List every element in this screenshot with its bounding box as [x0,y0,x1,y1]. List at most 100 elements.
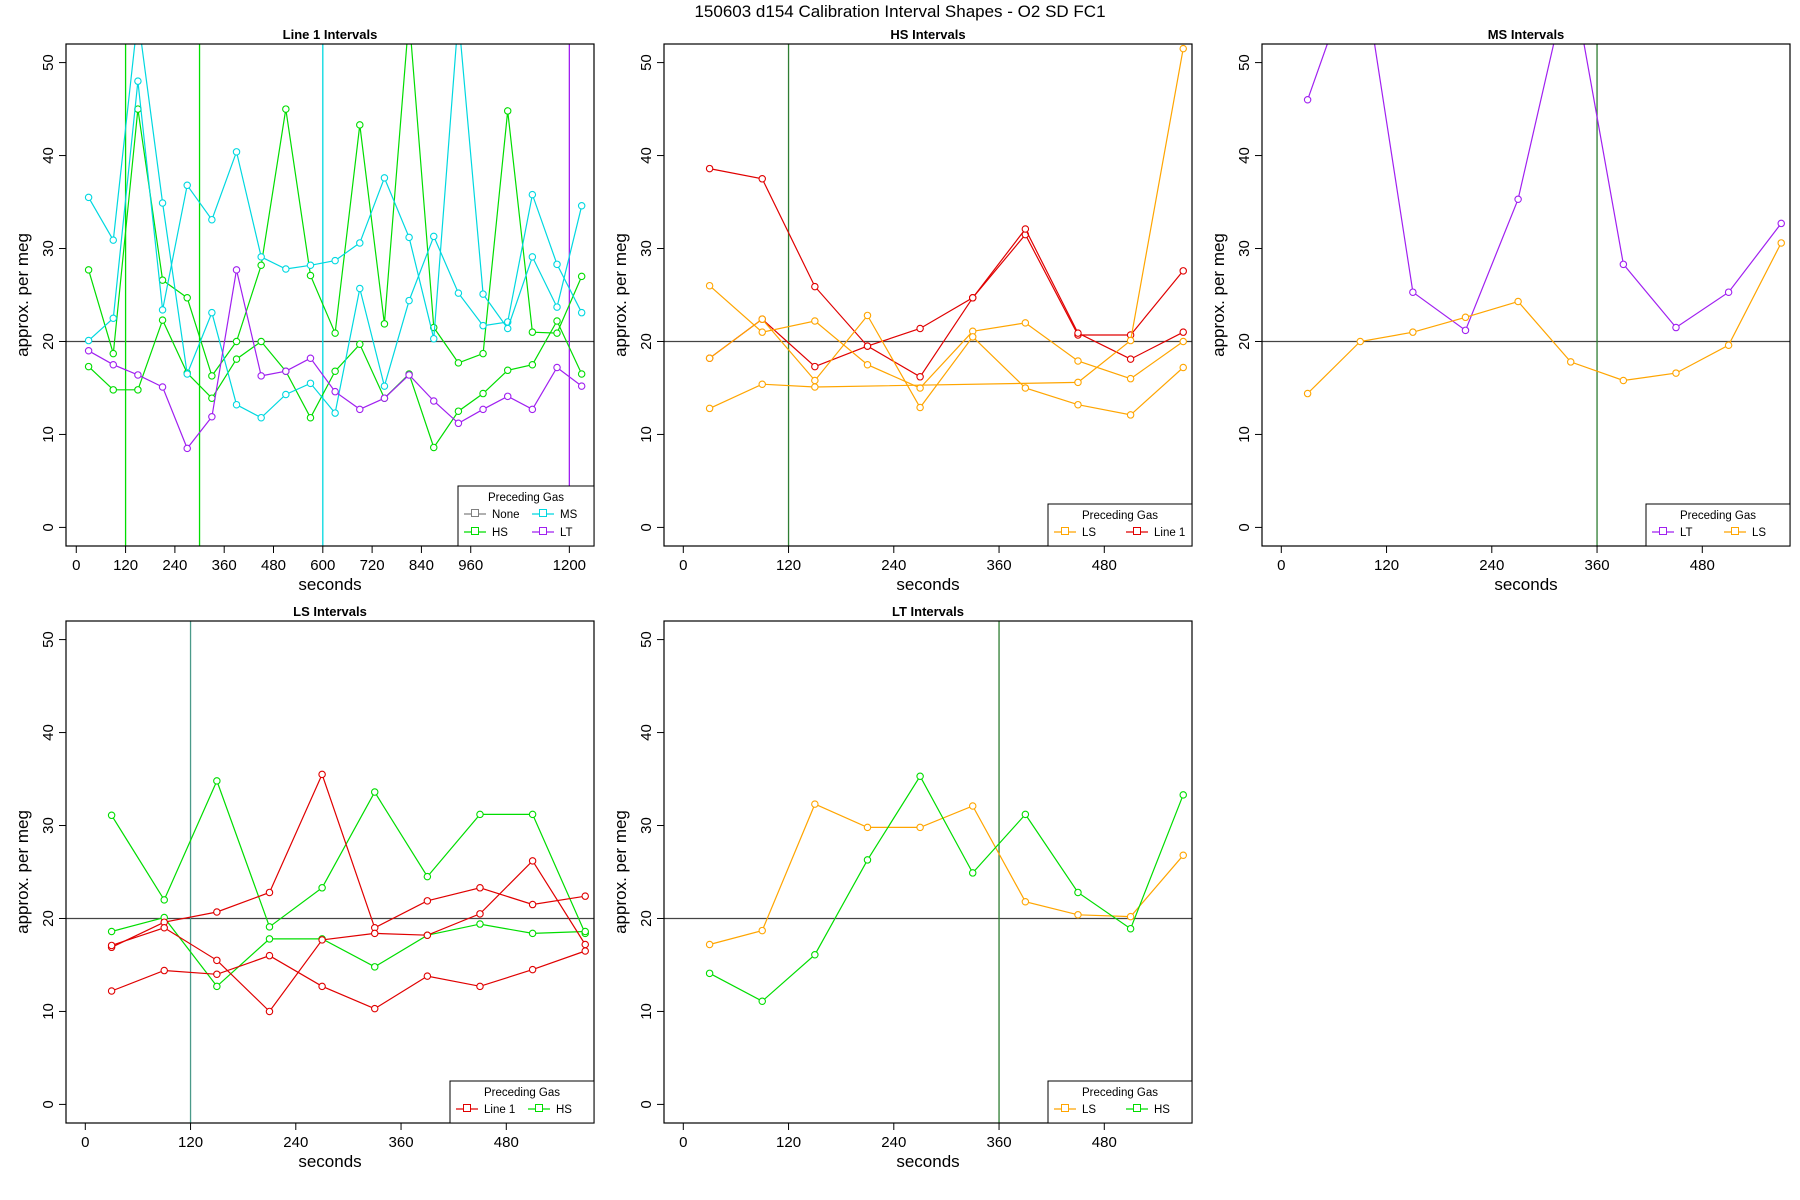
data-point [1409,288,1417,296]
series-line [88,44,583,342]
legend-box [1047,503,1193,547]
data-point [158,199,167,207]
data-point [183,444,191,453]
legend-box [457,485,595,547]
series-line [1307,242,1782,394]
panel-title: LS Intervals [293,604,367,619]
legend-entry-label: HS [556,1104,572,1116]
data-point [405,296,413,305]
x-tick-label: 0 [679,1134,687,1151]
legend-box [1047,1080,1193,1124]
series-lt [84,266,586,453]
x-tick-label: 480 [1092,1134,1117,1151]
y-tick-label: 0 [638,523,655,531]
series-line [709,314,1184,416]
x-tick-label: 240 [162,557,187,574]
x-axis-label: seconds [896,1152,959,1171]
plot-area [664,44,1192,546]
x-tick-label: 360 [987,1134,1012,1151]
x-tick-label: 720 [360,557,385,574]
data-point [208,413,216,421]
y-tick-label: 20 [40,910,57,927]
data-point [705,164,714,173]
data-point [1724,288,1733,296]
data-point [84,336,93,345]
data-point [430,397,438,405]
data-point [282,265,290,273]
data-point [479,349,487,358]
y-tick-label: 50 [40,631,57,648]
y-tick-label: 30 [638,240,655,257]
data-point [916,324,924,333]
plot-area [1262,44,1790,546]
data-point [158,316,167,324]
legend-swatch-marker [1133,1104,1141,1112]
y-tick-label: 20 [1236,333,1253,350]
series-line [111,772,586,948]
data-point [109,386,118,394]
panel-title: HS Intervals [890,27,965,42]
legend-swatch-marker [463,1104,471,1112]
data-point [454,407,463,415]
data-point [581,892,589,900]
data-point [553,317,561,325]
legend-entry-label: LS [1082,1104,1096,1116]
data-point [863,823,872,832]
data-point [213,908,221,916]
data-point [306,261,315,270]
data-point [1303,389,1312,398]
data-point [406,13,412,19]
series-hs [84,316,586,452]
data-point [1179,851,1187,860]
y-axis-label: approx. per meg [611,810,630,934]
plot-frame [65,620,595,1124]
data-point [1126,924,1135,933]
data-point [423,897,432,905]
data-point [306,413,315,422]
x-tick-label: 360 [1585,557,1610,574]
x-tick-label: 240 [881,1134,906,1151]
y-tick-label: 40 [1236,147,1253,164]
legend-swatch-marker [539,527,547,535]
plot-frame [663,43,1193,547]
data-point [476,920,484,928]
legend-entry-label: Line 1 [484,1104,515,1116]
data-point [1179,363,1187,372]
data-point [1777,219,1785,228]
y-tick-label: 40 [638,147,655,164]
data-point [318,884,326,892]
data-point [811,282,819,291]
series-line [111,779,586,934]
data-point [370,929,379,938]
data-point [331,409,339,417]
data-point [306,354,315,362]
data-point [553,329,561,337]
data-point [577,272,586,281]
data-point [430,232,438,241]
data-point [1074,911,1082,919]
y-axis-label: approx. per meg [13,810,32,934]
legend-swatch-marker [1061,1104,1069,1112]
x-tick-label: 120 [1374,557,1399,574]
y-tick-label: 50 [1236,54,1253,71]
data-point [134,371,142,379]
data-point [84,266,93,274]
legend-entry-label: HS [492,527,508,539]
data-point [318,770,326,779]
data-point [916,823,924,832]
data-point [158,306,167,314]
x-tick-label: 360 [987,557,1012,574]
panel-title: LT Intervals [892,604,964,619]
data-point [479,290,487,298]
legend-swatch-marker [1133,527,1141,535]
legend-title: Preceding Gas [1680,510,1756,522]
data-point [1356,337,1364,346]
data-point [577,308,586,317]
data-point [1179,267,1187,275]
data-point [331,367,339,375]
legend-swatch-marker [1731,527,1739,535]
plot-area [664,621,1192,1123]
data-point [208,215,216,224]
x-tick-label: 480 [261,557,286,574]
x-axis-label: seconds [298,1152,361,1171]
